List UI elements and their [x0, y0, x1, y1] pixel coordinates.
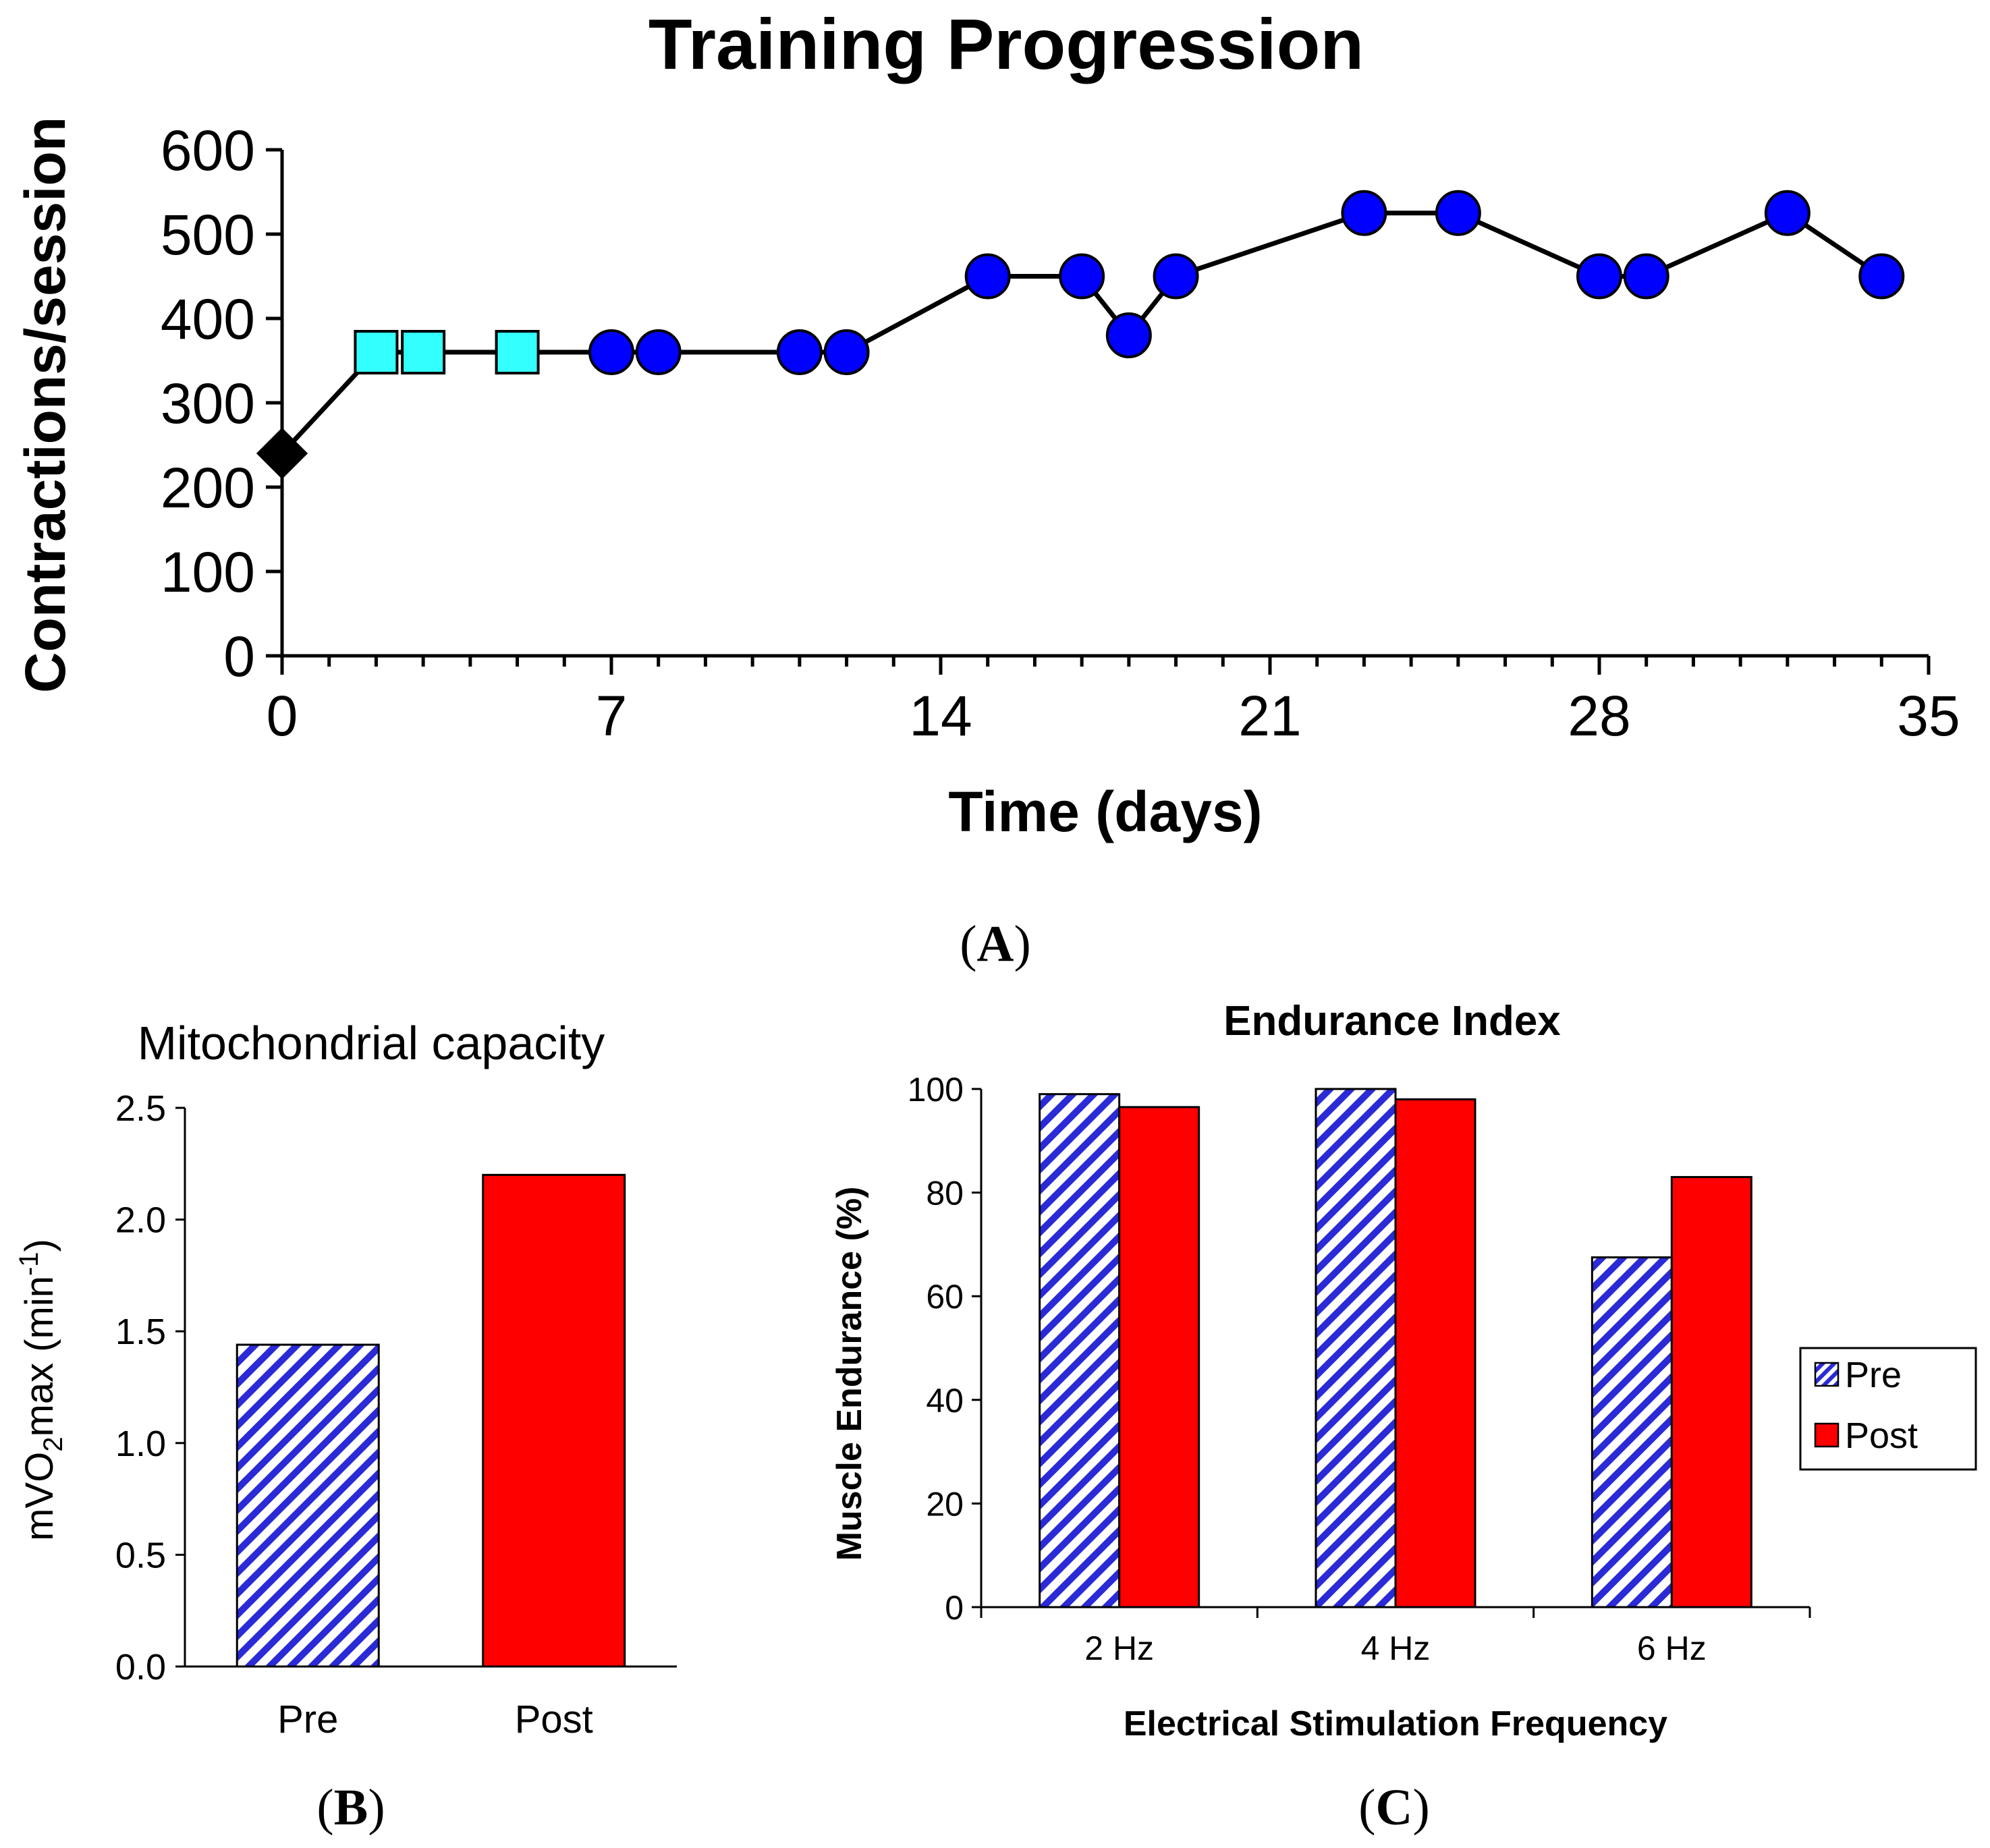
- a-point-circle: [964, 253, 1011, 300]
- panel-b-ylabel-superscript: -1: [14, 1252, 44, 1276]
- a-x-tick-label: 7: [596, 684, 628, 748]
- a-point-circle: [1341, 190, 1387, 236]
- a-point-circle: [823, 329, 870, 375]
- panel-c-x-axis-label: Electrical Stimulation Frequency: [1124, 1704, 1667, 1743]
- panel-c-endurance-index: Endurance Index Muscle Endurance (%) Ele…: [830, 998, 1977, 1836]
- panel-c-caption-letter: C: [1376, 1779, 1413, 1836]
- c-y-tick-label: 60: [926, 1278, 964, 1316]
- legend-pre-label: Pre: [1845, 1355, 1902, 1395]
- panel-a-training-progression: Training Progression Contractions/sessio…: [13, 5, 1960, 972]
- a-point-circle: [1576, 253, 1622, 300]
- c-bar-post: [1394, 1098, 1476, 1608]
- a-point-circle: [776, 329, 823, 375]
- a-y-tick-label: 600: [161, 119, 255, 182]
- a-point-circle: [1623, 253, 1669, 300]
- a-point-circle: [1059, 253, 1105, 300]
- legend-post-label: Post: [1845, 1416, 1918, 1456]
- a-x-tick-label: 21: [1238, 684, 1301, 748]
- a-y-tick-label: 200: [161, 456, 255, 520]
- a-y-tick-label: 300: [161, 372, 255, 435]
- c-category-label: 4 Hz: [1361, 1629, 1431, 1667]
- panel-b-y-axis-label: mVO2max (min-1): [14, 1239, 68, 1541]
- a-y-tick-label: 400: [161, 287, 255, 351]
- a-point-diamond: [256, 427, 308, 480]
- c-category-label: 2 Hz: [1084, 1629, 1154, 1667]
- c-category-label: 6 Hz: [1637, 1629, 1707, 1667]
- a-point-square: [354, 330, 399, 374]
- a-point-circle: [635, 329, 682, 375]
- panel-c-title: Endurance Index: [1223, 998, 1561, 1044]
- panel-b-ylabel-part-2: max (min: [18, 1276, 61, 1436]
- a-point-square: [401, 330, 446, 374]
- b-category-label: Pre: [277, 1698, 338, 1741]
- b-y-tick-label: 2.0: [115, 1200, 166, 1241]
- b-y-tick-label: 1.5: [115, 1312, 166, 1352]
- panel-a-caption: (A): [960, 916, 1031, 972]
- b-y-tick-label: 2.5: [115, 1088, 166, 1129]
- panel-c-bars: [1039, 1088, 1752, 1608]
- b-bar-post: [482, 1173, 626, 1668]
- b-y-tick-label: 0.0: [115, 1647, 166, 1687]
- panel-a-x-axis-label: Time (days): [948, 780, 1262, 843]
- panel-a-tick-labels: 0 100 200 300 400 500 600 0 7 14 21 28 35: [161, 119, 1960, 748]
- c-y-tick-label: 100: [908, 1071, 964, 1109]
- panel-b-caption-letter: B: [334, 1779, 368, 1836]
- a-x-tick-label: 14: [909, 684, 972, 748]
- a-y-tick-label: 0: [223, 625, 255, 688]
- c-bar-pre: [1315, 1088, 1397, 1608]
- a-y-tick-label: 100: [161, 540, 255, 604]
- panel-b-title: Mitochondrial capacity: [138, 1017, 605, 1069]
- c-y-tick-label: 20: [926, 1485, 964, 1523]
- panel-b-tick-labels: 0.0 0.5 1.0 1.5 2.0 2.5 Pre Post: [115, 1088, 593, 1741]
- legend-pre-swatch: [1814, 1362, 1840, 1387]
- c-y-tick-label: 0: [945, 1589, 964, 1627]
- panel-a-caption-letter: A: [977, 916, 1014, 972]
- a-x-tick-label: 28: [1568, 684, 1630, 748]
- a-point-circle: [1858, 253, 1905, 300]
- panel-c-tick-labels: 0 20 40 60 80 100 2 Hz 4 Hz 6 Hz: [908, 1071, 1707, 1667]
- c-bar-pre: [1591, 1256, 1673, 1608]
- c-bar-post: [1670, 1176, 1752, 1608]
- panel-a-series: [256, 190, 1905, 480]
- c-y-tick-label: 40: [926, 1382, 964, 1420]
- a-y-tick-label: 500: [161, 203, 255, 267]
- panel-b-ylabel-part-3: ): [18, 1239, 61, 1252]
- a-point-circle: [1153, 253, 1199, 300]
- b-y-tick-label: 1.0: [115, 1424, 166, 1464]
- panel-c-y-axis-label: Muscle Endurance (%): [830, 1187, 869, 1561]
- a-x-tick-label: 0: [267, 684, 298, 748]
- panel-b-ylabel-part-1: mVO: [18, 1452, 61, 1541]
- panel-b-mitochondrial-capacity: Mitochondrial capacity mVO2max (min-1) 0…: [14, 1017, 677, 1836]
- panel-a-title: Training Progression: [648, 5, 1364, 84]
- panel-b-bars: [236, 1173, 626, 1668]
- a-point-circle: [588, 329, 634, 375]
- a-point-circle: [1435, 190, 1481, 236]
- b-y-tick-label: 0.5: [115, 1535, 166, 1575]
- panel-b-ylabel-subscript: 2: [38, 1437, 68, 1452]
- panel-a-axes: [266, 148, 1931, 675]
- a-point-circle: [1764, 190, 1811, 236]
- legend-post-swatch: [1814, 1422, 1840, 1448]
- b-bar-pre: [236, 1343, 380, 1668]
- c-y-tick-label: 80: [926, 1175, 964, 1212]
- panel-a-y-axis-label: Contractions/session: [13, 117, 77, 693]
- c-bar-post: [1118, 1106, 1200, 1608]
- b-category-label: Post: [515, 1698, 593, 1741]
- a-point-circle: [1105, 312, 1152, 358]
- a-point-square: [495, 330, 540, 374]
- panel-b-caption: (B): [316, 1779, 385, 1836]
- a-x-tick-label: 35: [1897, 684, 1960, 748]
- panel-c-caption: (C): [1358, 1779, 1430, 1836]
- c-bar-pre: [1039, 1093, 1121, 1608]
- panel-c-legend: Pre Post: [1799, 1347, 1977, 1471]
